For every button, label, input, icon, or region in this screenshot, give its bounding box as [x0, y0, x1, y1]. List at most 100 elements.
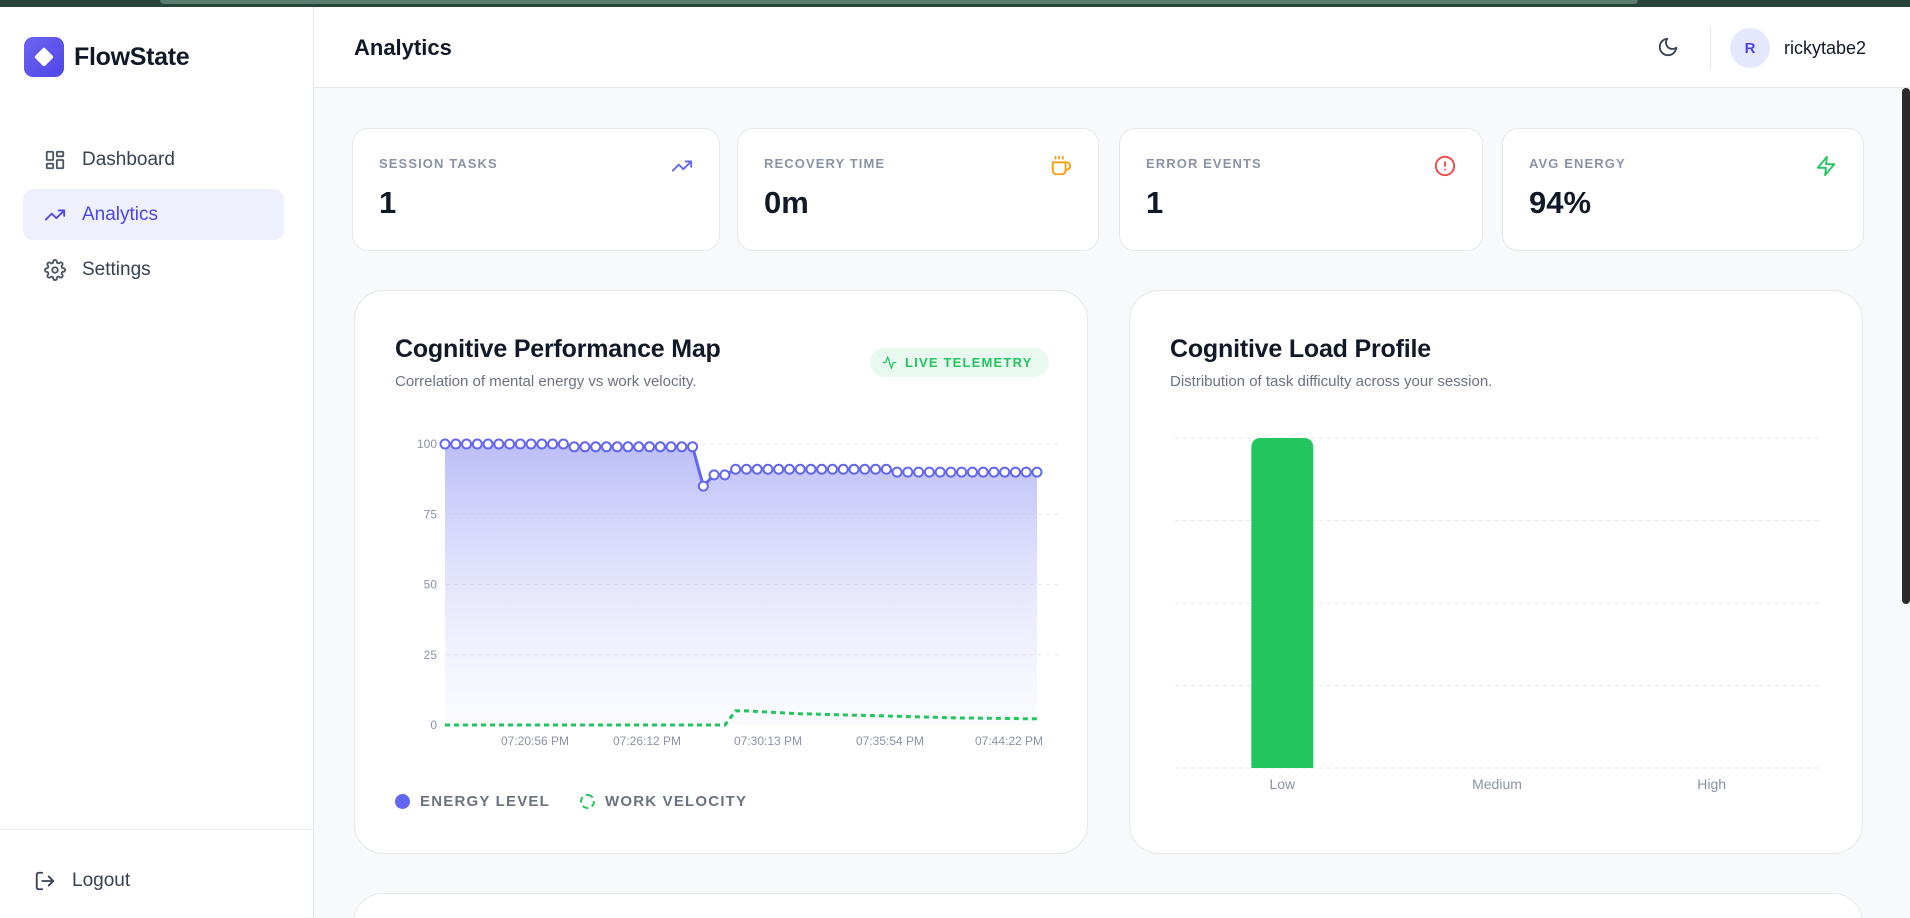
- load-profile-panel: Cognitive Load Profile Distribution of t…: [1129, 290, 1863, 854]
- energy-point: [805, 463, 817, 475]
- stat-label: ERROR EVENTS: [1146, 156, 1262, 171]
- y-tick-label: 0: [430, 718, 437, 732]
- performance-chart: 0 25 50 75 100 07:20:56 PM 07:26:12 PM 07:30:1…: [417, 437, 1059, 748]
- legend-item-energy[interactable]: ENERGY LEVEL: [395, 793, 550, 810]
- energy-point: [439, 438, 451, 450]
- energy-point: [891, 466, 903, 478]
- sidebar-item-dashboard[interactable]: Dashboard: [23, 134, 284, 185]
- logout-icon: [34, 870, 56, 892]
- energy-point: [902, 466, 914, 478]
- y-tick-label: 75: [424, 507, 438, 521]
- energy-point: [826, 463, 838, 475]
- page-title: Analytics: [354, 35, 452, 60]
- legend-label: ENERGY LEVEL: [420, 793, 550, 810]
- energy-point: [762, 463, 774, 475]
- legend-dot-energy: [395, 794, 410, 809]
- username[interactable]: rickytabe2: [1784, 38, 1867, 58]
- energy-point: [450, 438, 462, 450]
- y-tick-label: 50: [424, 578, 438, 592]
- panel-title: Cognitive Load Profile: [1170, 335, 1431, 363]
- alert-circle-icon: [1434, 155, 1456, 177]
- energy-point: [880, 463, 892, 475]
- energy-point: [923, 466, 935, 478]
- y-tick-label: 100: [417, 437, 437, 451]
- energy-point: [590, 441, 602, 453]
- energy-point: [848, 463, 860, 475]
- energy-point: [633, 441, 645, 453]
- logout-button[interactable]: Logout: [34, 870, 130, 892]
- coffee-icon: [1050, 155, 1072, 177]
- y-tick-label: 25: [424, 648, 438, 662]
- x-tick-label: 07:44:22 PM: [975, 734, 1043, 748]
- gear-icon: [44, 258, 66, 281]
- badge-label: LIVE TELEMETRY: [905, 355, 1033, 370]
- theme-toggle-button[interactable]: [1652, 31, 1684, 63]
- energy-point: [956, 466, 968, 478]
- scrollbar-thumb[interactable]: [1902, 88, 1910, 604]
- energy-point: [1031, 466, 1043, 478]
- x-tick-label: 07:20:56 PM: [501, 734, 569, 748]
- energy-point: [794, 463, 806, 475]
- moon-icon: [1658, 37, 1678, 57]
- chart-legend: ENERGY LEVEL WORK VELOCITY: [395, 793, 747, 810]
- x-tick-label: Medium: [1472, 776, 1522, 792]
- energy-point: [999, 466, 1011, 478]
- stat-label: SESSION TASKS: [379, 156, 498, 171]
- energy-point: [482, 438, 494, 450]
- energy-point: [654, 441, 666, 453]
- energy-point: [471, 438, 483, 450]
- energy-point: [837, 463, 849, 475]
- load-profile-chart: Low Medium High: [1175, 437, 1819, 792]
- stat-value: 1: [1146, 185, 1164, 220]
- energy-point: [719, 469, 731, 481]
- energy-point: [870, 463, 882, 475]
- energy-point: [730, 463, 742, 475]
- brand[interactable]: FlowState: [24, 37, 190, 77]
- next-panel-peek: [353, 893, 1863, 918]
- trending-up-icon: [44, 204, 66, 226]
- energy-point: [697, 480, 709, 492]
- zap-icon: [1815, 155, 1837, 177]
- energy-point: [536, 438, 548, 450]
- energy-point: [1009, 466, 1021, 478]
- energy-point: [966, 466, 978, 478]
- x-tick-label: 07:30:13 PM: [734, 734, 802, 748]
- dashboard-icon: [44, 149, 66, 171]
- app-name: FlowState: [74, 42, 190, 71]
- energy-area: [445, 444, 1037, 725]
- energy-point: [913, 466, 925, 478]
- sidebar-nav: Dashboard Analytics Settings: [23, 134, 284, 299]
- legend-item-velocity[interactable]: WORK VELOCITY: [579, 793, 747, 810]
- energy-point: [751, 463, 763, 475]
- energy-point: [676, 441, 688, 453]
- energy-point: [945, 466, 957, 478]
- energy-point: [816, 463, 828, 475]
- stat-value: 94%: [1529, 185, 1592, 220]
- energy-point: [525, 438, 537, 450]
- energy-point: [708, 469, 720, 481]
- avatar[interactable]: R: [1730, 28, 1770, 68]
- energy-point: [600, 441, 612, 453]
- live-telemetry-badge: LIVE TELEMETRY: [870, 348, 1049, 377]
- panel-subtitle: Correlation of mental energy vs work vel…: [395, 373, 697, 390]
- energy-point: [687, 441, 699, 453]
- stat-label: RECOVERY TIME: [764, 156, 886, 171]
- x-tick-label: 07:35:54 PM: [856, 734, 924, 748]
- sidebar-footer: Logout: [0, 829, 313, 918]
- sidebar-item-label: Settings: [82, 258, 151, 280]
- sidebar: FlowState Dashboard Analytics Settings: [0, 7, 314, 918]
- x-tick-label: 07:26:12 PM: [613, 734, 681, 748]
- sidebar-item-settings[interactable]: Settings: [23, 244, 284, 295]
- energy-point: [622, 441, 634, 453]
- stat-value: 0m: [764, 185, 809, 220]
- flowstate-logo-icon: [24, 37, 64, 77]
- energy-point: [934, 466, 946, 478]
- stat-card-error-events: ERROR EVENTS 1: [1119, 128, 1483, 251]
- panel-title: Cognitive Performance Map: [395, 335, 721, 363]
- energy-point: [568, 441, 580, 453]
- header-divider: [1710, 27, 1711, 69]
- trending-up-icon: [671, 155, 693, 177]
- sidebar-item-analytics[interactable]: Analytics: [23, 189, 284, 240]
- energy-point: [773, 463, 785, 475]
- energy-point: [644, 441, 656, 453]
